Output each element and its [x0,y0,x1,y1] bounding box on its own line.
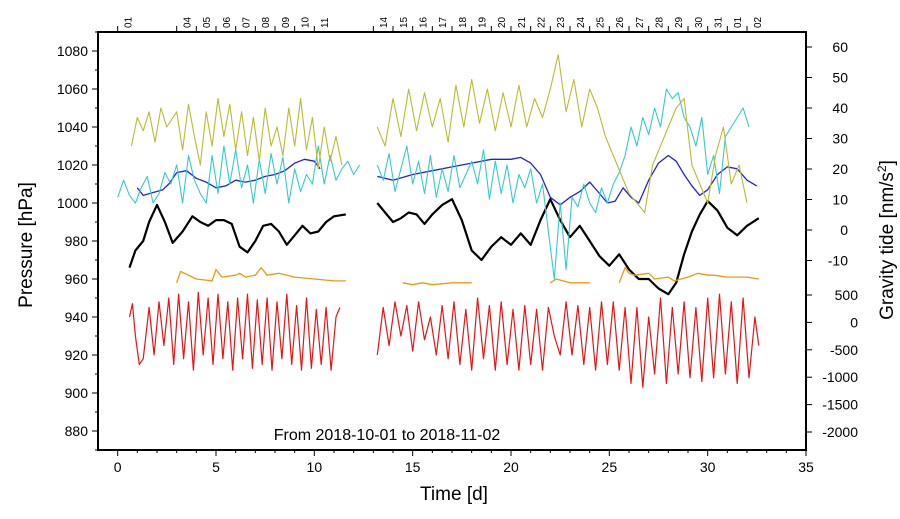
date-tick-label: 21 [517,16,528,28]
y-right-tick-label: 10 [832,192,848,208]
date-tick-label: 02 [753,16,764,28]
date-tick-label: 26 [615,16,626,28]
date-tick-label: 30 [694,16,705,28]
y-axis-right-title: Gravity tide [nm/s2] [875,160,898,320]
x-tick-label: 25 [602,459,618,475]
date-tick-label: 06 [222,16,233,28]
y-left-tick-label: 980 [65,233,89,249]
date-tick-label: 31 [714,16,725,28]
date-tick-label: 25 [596,16,607,28]
date-tick-label: 22 [537,16,548,28]
y-left-tick-label: 940 [65,309,89,325]
date-tick-label: 24 [576,16,587,28]
y-right-tick-label: 50 [832,70,848,86]
x-tick-label: 30 [700,459,716,475]
date-tick-label: 15 [399,16,410,28]
y-left-tick-label: 1040 [57,119,88,135]
date-tick-label: 18 [458,16,469,28]
date-tick-label: 07 [242,16,253,28]
date-tick-label: 17 [438,16,449,28]
y-axis-left-title: Pressure [hPa] [16,182,37,308]
x-tick-label: 5 [212,459,220,475]
date-tick-label: 19 [478,16,489,28]
x-tick-label: 10 [307,459,323,475]
y-left-tick-label: 1020 [57,157,88,173]
series-layer [117,54,760,388]
y-right-tick-label: 0 [850,314,858,330]
x-axis-title: Time [d] [420,484,488,505]
x-tick-label: 0 [114,459,122,475]
x-axis: 0 5 10 15 20 25 30 35 [114,450,814,475]
date-tick-label: 01 [733,16,744,28]
date-tick-label: 10 [301,16,312,28]
date-tick-label: 27 [635,16,646,28]
y-left-tick-label: 1060 [57,81,88,97]
series-line-olive [130,54,748,214]
y-right-tick-label: -1500 [822,397,858,413]
date-tick-label: 16 [419,16,430,28]
date-tick-label: 14 [379,16,390,28]
y-right-tick-label: 20 [832,161,848,177]
y-right-tick-label: 60 [832,39,848,55]
date-tick-label: 09 [281,16,292,28]
date-tick-label: 20 [497,16,508,28]
date-tick-label: 28 [655,16,666,28]
y-right-tick-label: -1000 [822,369,858,385]
date-tick-label: 04 [183,16,194,28]
x-tick-label: 35 [798,459,814,475]
y-left-tick-label: 1000 [57,195,88,211]
y-right-tick-label: -2000 [822,424,858,440]
y-left-tick-label: 900 [65,385,89,401]
y-right-tick-label: -10 [828,253,848,269]
date-tick-label: 23 [556,16,567,28]
date-tick-label: 05 [202,16,213,28]
y-left-tick-label: 880 [65,423,89,439]
y-axis-left: 880 900 920 940 960 980 1000 1020 1040 1060 1080 [57,31,98,451]
y-right-tick-label: 30 [832,131,848,147]
y-right-tick-label: 500 [835,287,859,303]
y-right-tick-label: -500 [830,342,858,358]
series-line-orange [176,266,759,286]
date-axis-top: 01 04 05 06 07 08 09 10 11 14 15 16 17 18 19 20 21 22 23 24… [117,16,764,32]
date-tick-label: 29 [674,16,685,28]
plot-frame [97,31,807,451]
date-tick-label: 08 [261,16,272,28]
series-line-cyan [117,88,750,280]
date-tick-label: 01 [124,16,135,28]
x-tick-label: 15 [405,459,421,475]
series-line-pressure [128,198,760,296]
y-left-tick-label: 920 [65,347,89,363]
y-right-tick-label: 0 [840,222,848,238]
x-tick-label: 20 [503,459,519,475]
series-line-red_tide [128,291,760,388]
date-tick-label: 11 [320,17,331,28]
y-left-tick-label: 960 [65,271,89,287]
y-left-tick-label: 1080 [57,43,88,59]
y-right-tick-label: 40 [832,100,848,116]
date-range-annotation: From 2018-10-01 to 2018-11-02 [274,427,501,444]
y-axis-right: 60 50 40 30 20 10 0 -10 500 0 -500 -1000 -1500 -2000 [806,39,858,440]
